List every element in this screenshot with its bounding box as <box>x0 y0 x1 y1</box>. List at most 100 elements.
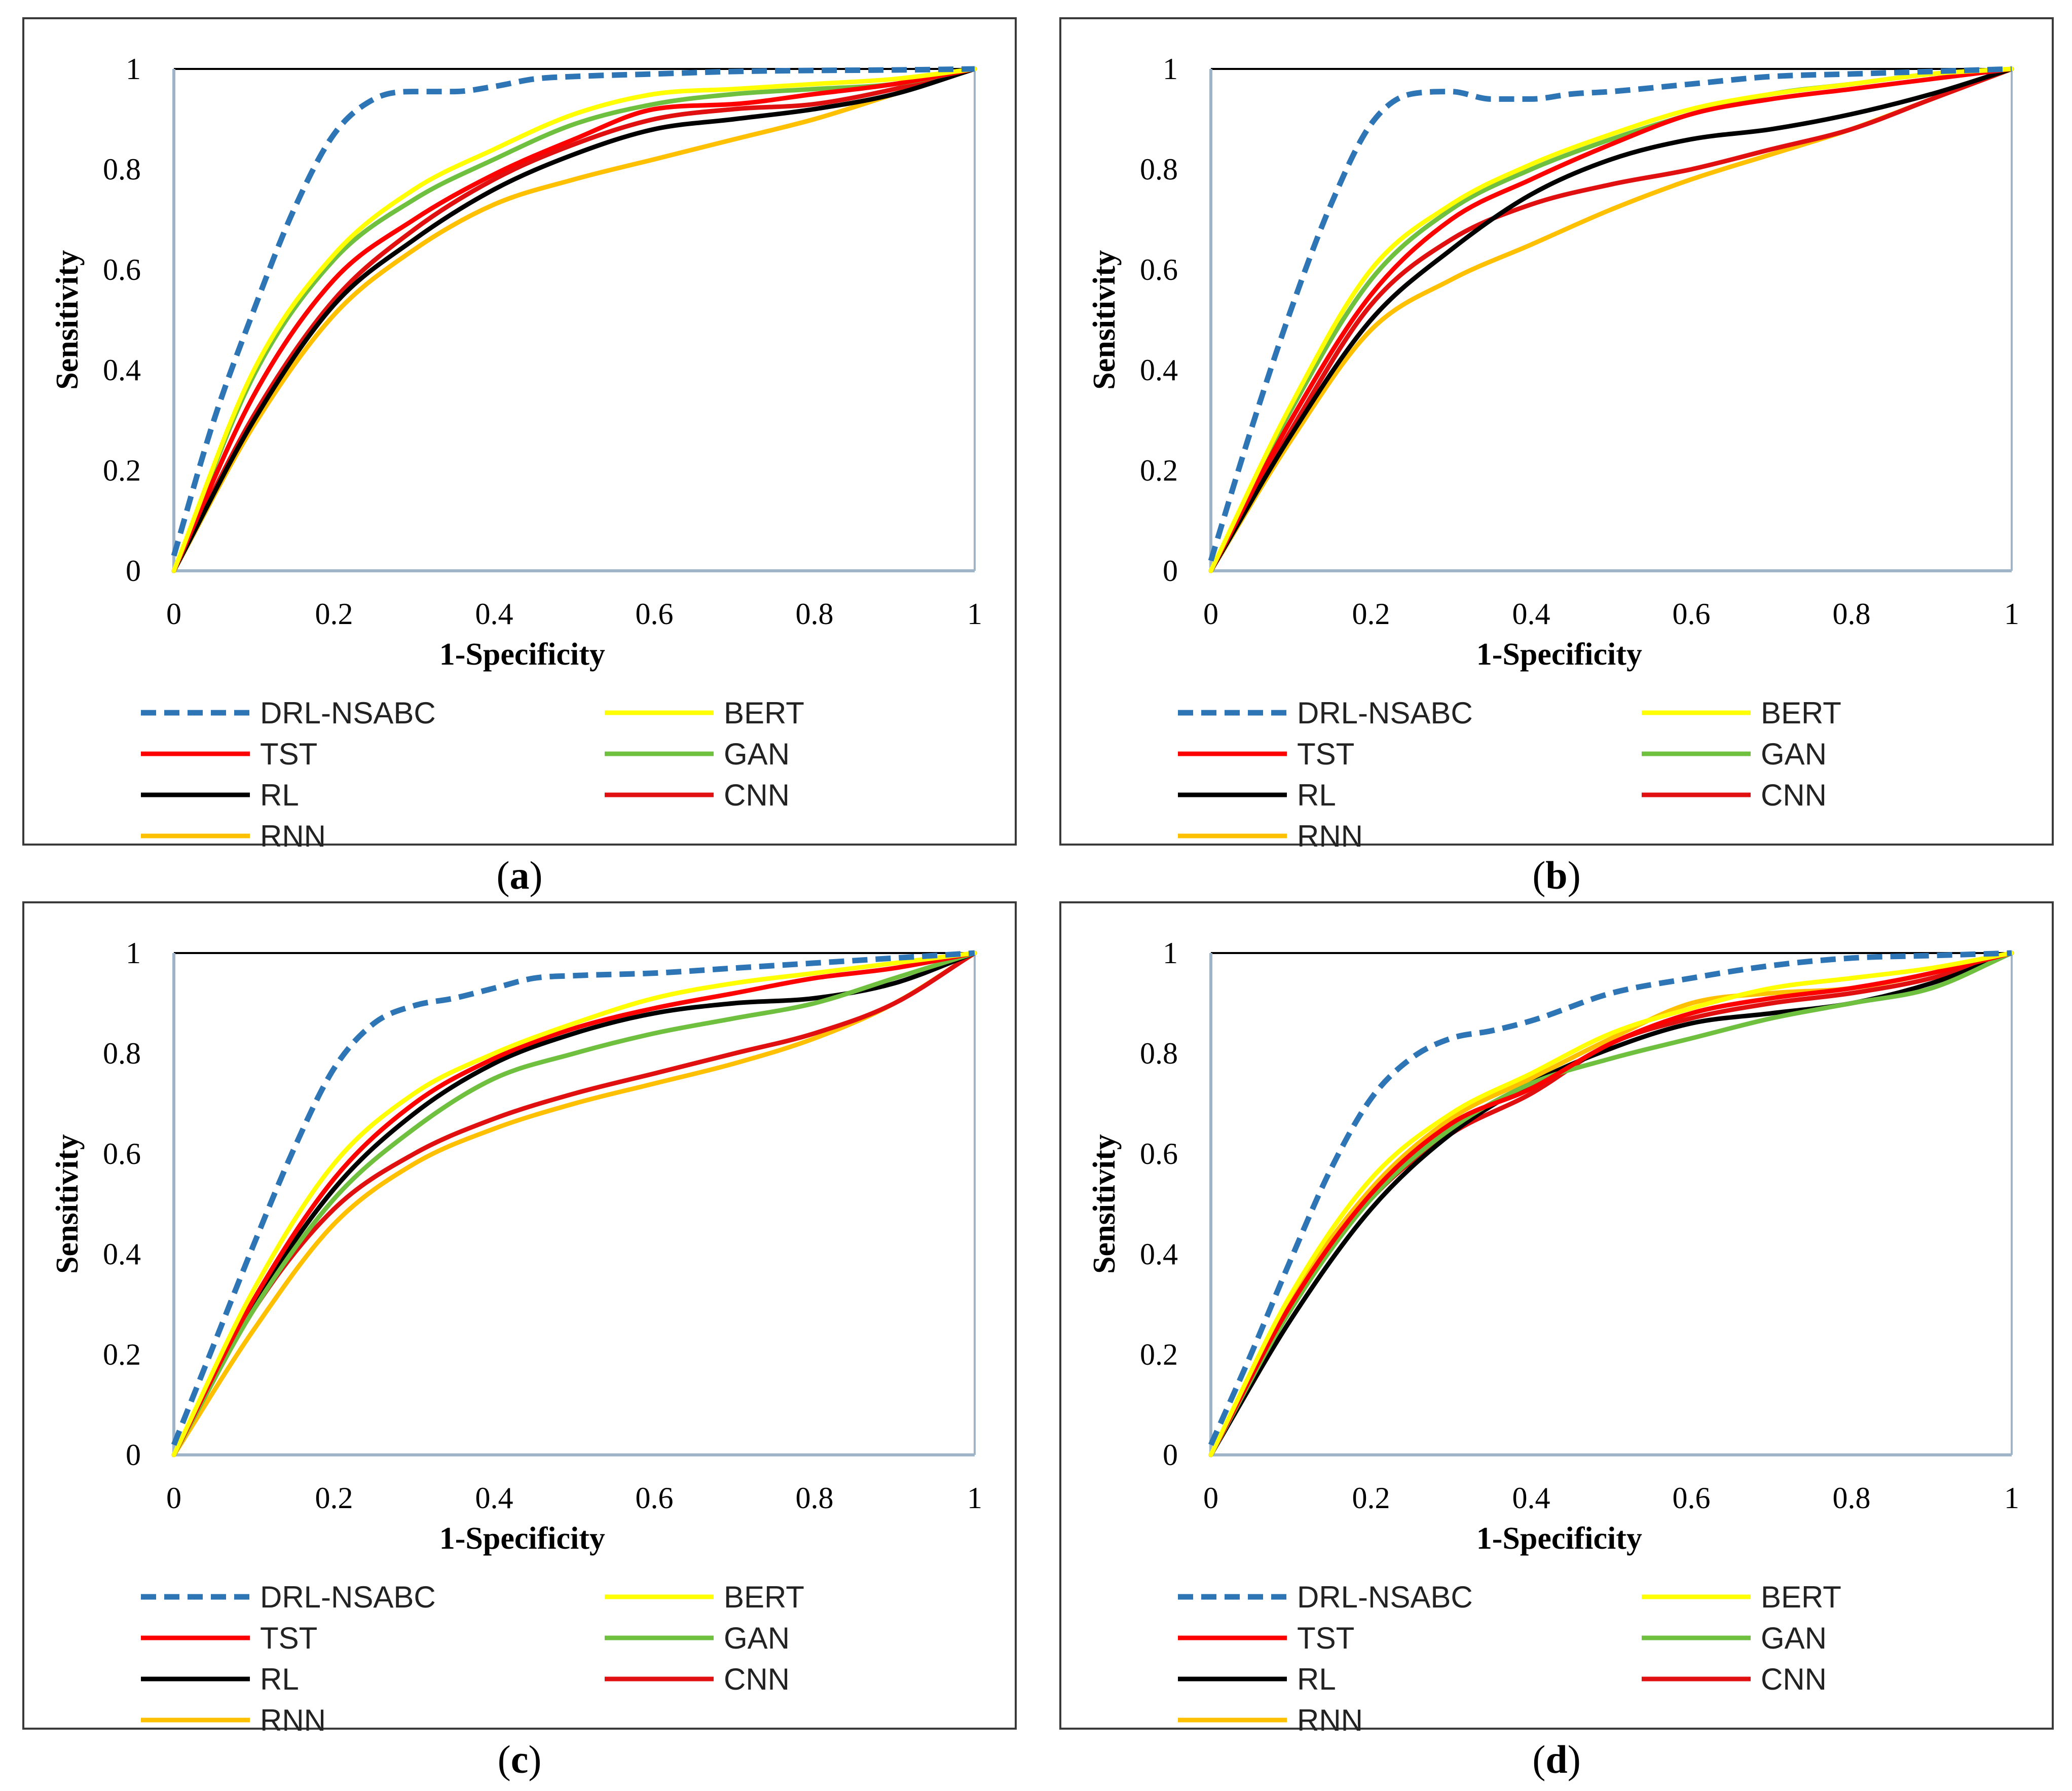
y-tick-label: 0.6 <box>1140 1137 1178 1171</box>
y-tick-label: 0.4 <box>103 353 141 387</box>
caption-letter: c <box>510 1737 529 1781</box>
series-line-cnn <box>1208 66 2014 573</box>
y-tick-label: 0 <box>126 554 141 588</box>
y-tick-label: 0.2 <box>1140 454 1178 487</box>
legend-label-drl-nsabc: DRL-NSABC <box>260 1580 436 1614</box>
legend-label-rnn: RNN <box>1297 1703 1363 1732</box>
series-line-rnn <box>1208 951 2014 1457</box>
x-tick-label: 0.2 <box>315 1481 353 1515</box>
x-tick-label: 0.8 <box>1833 1481 1871 1515</box>
x-tick-label: 0 <box>166 597 181 631</box>
legend-label-rl: RL <box>1297 1662 1336 1696</box>
caption-close: ) <box>1567 1737 1581 1781</box>
caption-letter: a <box>509 853 530 897</box>
y-tick-label: 0.8 <box>103 153 141 186</box>
x-tick-label: 0 <box>166 1481 181 1515</box>
legend-label-gan: GAN <box>724 1621 790 1655</box>
y-tick-label: 0.2 <box>103 454 141 487</box>
caption-c: (c) <box>418 1737 621 1782</box>
legend-label-rl: RL <box>1297 778 1336 812</box>
chart-panel-b: 0 0.2 0.4 0.6 0.8 1 0 0.2 0.4 0.6 0.8 1 1-Specificit… <box>1059 17 2054 848</box>
series-line-gan <box>1208 951 2014 1457</box>
series-line-cnn <box>171 66 977 573</box>
y-tick-label: 1 <box>126 52 141 86</box>
y-tick-label: 0.8 <box>103 1037 141 1070</box>
caption-a: (a) <box>418 853 621 898</box>
x-tick-label: 0.4 <box>475 1481 513 1515</box>
x-tick-label: 1 <box>2004 597 2019 631</box>
legend-label-gan: GAN <box>1761 737 1827 771</box>
y-tick-label: 1 <box>1163 52 1178 86</box>
legend-label-cnn: CNN <box>724 1662 790 1696</box>
legend-label-tst: TST <box>260 737 317 771</box>
series-line-rl <box>171 66 977 573</box>
y-tick-label: 0 <box>1163 554 1178 588</box>
caption-b: (b) <box>1455 853 1658 898</box>
series-line-gan <box>171 951 977 1457</box>
legend-label-rnn: RNN <box>260 819 326 848</box>
y-tick-label: 0.4 <box>1140 353 1178 387</box>
series-line-drl-nsabc <box>1208 950 2012 1446</box>
legend-label-gan: GAN <box>724 737 790 771</box>
y-tick-label: 0.6 <box>103 1137 141 1171</box>
x-axis-title: 1-Specificity <box>439 1521 605 1556</box>
y-axis-title: Sensitivity <box>50 1134 85 1274</box>
caption-d: (d) <box>1455 1737 1658 1782</box>
y-tick-label: 0.4 <box>103 1237 141 1271</box>
series-line-bert <box>1208 66 2014 573</box>
legend-label-tst: TST <box>1297 1621 1354 1655</box>
series-line-tst <box>171 66 977 573</box>
x-tick-label: 1 <box>967 1481 982 1515</box>
legend-label-cnn: CNN <box>1761 1662 1827 1696</box>
chart-panel-c: 0 0.2 0.4 0.6 0.8 1 0 0.2 0.4 0.6 0.8 1 1-Specificit… <box>22 901 1017 1732</box>
legend-label-rnn: RNN <box>1297 819 1363 848</box>
legend-label-tst: TST <box>1297 737 1354 771</box>
roc-chart-d: 0 0.2 0.4 0.6 0.8 1 0 0.2 0.4 0.6 0.8 1 1-Specificit… <box>1087 936 2019 1732</box>
caption-open: ( <box>1532 1737 1546 1781</box>
y-tick-label: 0.8 <box>1140 1037 1178 1070</box>
caption-close: ) <box>529 853 543 897</box>
x-tick-label: 0.6 <box>636 1481 674 1515</box>
x-tick-label: 1 <box>967 597 982 631</box>
y-tick-label: 0.2 <box>103 1338 141 1371</box>
y-tick-label: 1 <box>1163 936 1178 970</box>
roc-chart-a: 0 0.2 0.4 0.6 0.8 1 0 0.2 0.4 0.6 0.8 1 1-Specificit… <box>50 52 982 848</box>
x-tick-label: 0.8 <box>796 1481 834 1515</box>
legend-label-rl: RL <box>260 1662 299 1696</box>
caption-open: ( <box>497 1737 511 1781</box>
x-tick-label: 0.8 <box>1833 597 1871 631</box>
series-line-tst <box>1208 951 2014 1457</box>
caption-open: ( <box>1532 853 1546 897</box>
y-tick-label: 0.8 <box>1140 153 1178 186</box>
x-tick-label: 0.2 <box>1352 597 1390 631</box>
legend-label-drl-nsabc: DRL-NSABC <box>260 696 436 730</box>
series-line-rl <box>1208 951 2014 1457</box>
series-line-rnn <box>171 951 977 1457</box>
caption-letter: b <box>1545 853 1568 897</box>
x-tick-label: 0.4 <box>1512 1481 1550 1515</box>
x-axis-title: 1-Specificity <box>1476 1521 1642 1556</box>
legend-label-bert: BERT <box>724 1580 804 1614</box>
series-line-gan <box>171 66 977 573</box>
x-tick-label: 0.6 <box>1673 597 1711 631</box>
legend-label-drl-nsabc: DRL-NSABC <box>1297 1580 1473 1614</box>
legend-label-bert: BERT <box>724 696 804 730</box>
x-tick-label: 0.2 <box>1352 1481 1390 1515</box>
x-axis-title: 1-Specificity <box>1476 637 1642 672</box>
x-tick-label: 0.4 <box>1512 597 1550 631</box>
x-tick-label: 0.6 <box>1673 1481 1711 1515</box>
legend-label-drl-nsabc: DRL-NSABC <box>1297 696 1473 730</box>
x-tick-label: 0 <box>1203 597 1218 631</box>
series-line-rl <box>1208 66 2014 573</box>
x-tick-label: 0.2 <box>315 597 353 631</box>
x-tick-label: 0.8 <box>796 597 834 631</box>
series-line-drl-nsabc <box>1208 66 2012 562</box>
series-line-tst <box>1208 66 2014 573</box>
y-tick-label: 0.2 <box>1140 1338 1178 1371</box>
y-axis-title: Sensitivity <box>1087 250 1122 390</box>
y-axis-title: Sensitivity <box>50 250 85 390</box>
x-tick-label: 0.6 <box>636 597 674 631</box>
y-tick-label: 0.6 <box>103 253 141 286</box>
chart-panel-d: 0 0.2 0.4 0.6 0.8 1 0 0.2 0.4 0.6 0.8 1 1-Specificit… <box>1059 901 2054 1732</box>
roc-chart-c: 0 0.2 0.4 0.6 0.8 1 0 0.2 0.4 0.6 0.8 1 1-Specificit… <box>50 936 982 1732</box>
